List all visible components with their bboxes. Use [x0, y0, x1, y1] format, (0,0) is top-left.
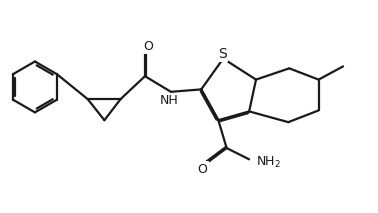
Text: S: S: [218, 47, 227, 61]
Text: O: O: [144, 40, 153, 53]
Text: NH$_2$: NH$_2$: [256, 155, 281, 170]
Text: O: O: [197, 163, 207, 176]
Text: NH: NH: [160, 94, 179, 107]
